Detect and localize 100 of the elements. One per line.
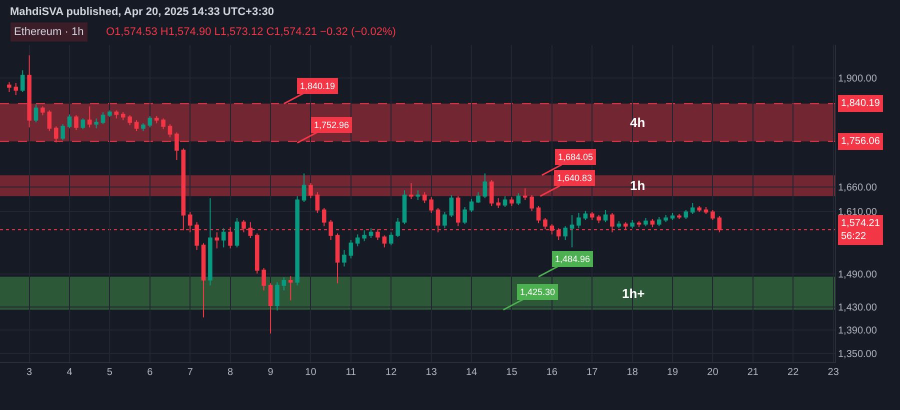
x-tick-label: 20 bbox=[707, 367, 719, 378]
x-tick-label: 17 bbox=[586, 367, 598, 378]
candlestick bbox=[644, 218, 648, 227]
candlestick bbox=[704, 206, 708, 214]
x-tick-label: 21 bbox=[747, 367, 759, 378]
candlestick bbox=[134, 120, 139, 132]
x-tick-label: 16 bbox=[546, 367, 558, 378]
candlestick bbox=[429, 196, 434, 214]
candlestick bbox=[262, 268, 266, 291]
annotation: 1,752.96 bbox=[314, 120, 350, 130]
candlestick bbox=[315, 192, 320, 214]
ref-line-label: 1,756.06 bbox=[841, 136, 880, 147]
annotation: 1,640.83 bbox=[557, 173, 592, 183]
candlestick bbox=[502, 196, 508, 208]
y-tick-label: 1,900.00 bbox=[838, 73, 878, 84]
candlestick bbox=[442, 211, 447, 229]
candlestick bbox=[416, 190, 420, 201]
y-tick-label: 1,430.00 bbox=[838, 302, 878, 314]
candlestick bbox=[34, 104, 38, 123]
candlestick bbox=[114, 110, 119, 119]
annotation: 1,840.19 bbox=[300, 81, 336, 91]
candlestick bbox=[362, 230, 366, 242]
candlestick bbox=[148, 116, 152, 128]
candlestick bbox=[510, 196, 514, 206]
candlestick bbox=[348, 240, 354, 259]
x-tick-label: 23 bbox=[828, 367, 840, 378]
candlestick bbox=[469, 198, 474, 212]
candlestick bbox=[482, 172, 488, 199]
candlestick bbox=[489, 180, 494, 206]
candlestick bbox=[449, 194, 454, 218]
candlestick bbox=[522, 188, 528, 201]
ref-line-label: 1,574.21 56:22 bbox=[841, 218, 880, 242]
annotation: 1,425.30 bbox=[520, 287, 556, 297]
candlestick bbox=[141, 122, 146, 132]
candlestick bbox=[201, 242, 206, 318]
x-tick-label: 5 bbox=[106, 367, 113, 378]
x-tick-label: 22 bbox=[788, 367, 800, 378]
candlestick bbox=[563, 226, 568, 241]
ref-line-label: 1,840.19 bbox=[841, 98, 880, 109]
candlestick bbox=[335, 232, 340, 284]
candlestick bbox=[60, 124, 65, 141]
candlestick bbox=[154, 116, 159, 124]
candlestick bbox=[536, 206, 541, 224]
band-label: 1h bbox=[630, 178, 646, 193]
x-tick-label: 12 bbox=[386, 367, 398, 378]
candlestick bbox=[603, 209, 608, 223]
candlestick bbox=[570, 214, 574, 248]
candlestick bbox=[295, 196, 300, 286]
x-tick-label: 11 bbox=[346, 367, 357, 378]
candlestick bbox=[234, 218, 240, 248]
candlestick bbox=[590, 211, 594, 221]
candlestick bbox=[342, 249, 346, 267]
y-tick-label: 1,490.00 bbox=[838, 269, 878, 280]
candlestick bbox=[690, 202, 695, 214]
candlestick bbox=[80, 118, 86, 130]
candlestick bbox=[670, 212, 675, 221]
y-tick-label: 1,660.00 bbox=[838, 182, 878, 194]
x-tick-label: 18 bbox=[626, 367, 638, 378]
candlestick bbox=[275, 282, 280, 312]
x-tick-label: 13 bbox=[426, 367, 438, 378]
candlestick bbox=[355, 234, 360, 247]
band-label: 1h+ bbox=[622, 286, 646, 301]
candlestick bbox=[120, 112, 126, 121]
candlestick bbox=[402, 190, 407, 225]
candlestick bbox=[7, 82, 12, 92]
candlestick bbox=[94, 118, 98, 129]
candlestick bbox=[40, 106, 45, 116]
candlestick bbox=[710, 209, 715, 221]
text: O1,574.53 H1,574.90 L1,573.12 C1,574.21 −0.32 (−0.02%) bbox=[106, 26, 396, 38]
candlestick bbox=[322, 207, 326, 227]
candlestick bbox=[74, 114, 78, 131]
candlestick bbox=[664, 214, 668, 223]
x-tick-label: 15 bbox=[506, 367, 518, 378]
text: MahdiSVA published, Apr 20, 2025 14:33 UTC+3:30 bbox=[10, 6, 274, 18]
candlestick bbox=[409, 182, 414, 200]
candlestick bbox=[168, 124, 172, 138]
candlestick bbox=[161, 118, 166, 130]
candlestick bbox=[456, 196, 460, 227]
candlestick bbox=[388, 232, 394, 246]
candlestick bbox=[108, 110, 112, 118]
x-tick-label: 14 bbox=[466, 367, 478, 378]
band-label: 4h bbox=[630, 115, 646, 130]
chart-title: Ethereum · 1h bbox=[14, 26, 84, 38]
candlestick bbox=[87, 106, 92, 128]
candlestick bbox=[396, 218, 400, 238]
candlestick bbox=[656, 216, 662, 227]
x-tick-label: 4 bbox=[66, 367, 73, 378]
annotation: 1,484.96 bbox=[555, 254, 590, 264]
candlestick bbox=[462, 206, 467, 225]
candlestick bbox=[684, 209, 688, 220]
candlestick bbox=[128, 114, 132, 126]
candlestick bbox=[302, 172, 306, 203]
x-tick-label: 19 bbox=[666, 367, 679, 378]
x-tick-label: 8 bbox=[228, 367, 234, 378]
candlestick bbox=[630, 220, 634, 229]
candlestick bbox=[282, 276, 286, 291]
x-tick-label: 7 bbox=[187, 367, 194, 378]
candlestick bbox=[596, 214, 601, 224]
candlestick bbox=[650, 218, 655, 228]
candlestick bbox=[208, 198, 212, 286]
